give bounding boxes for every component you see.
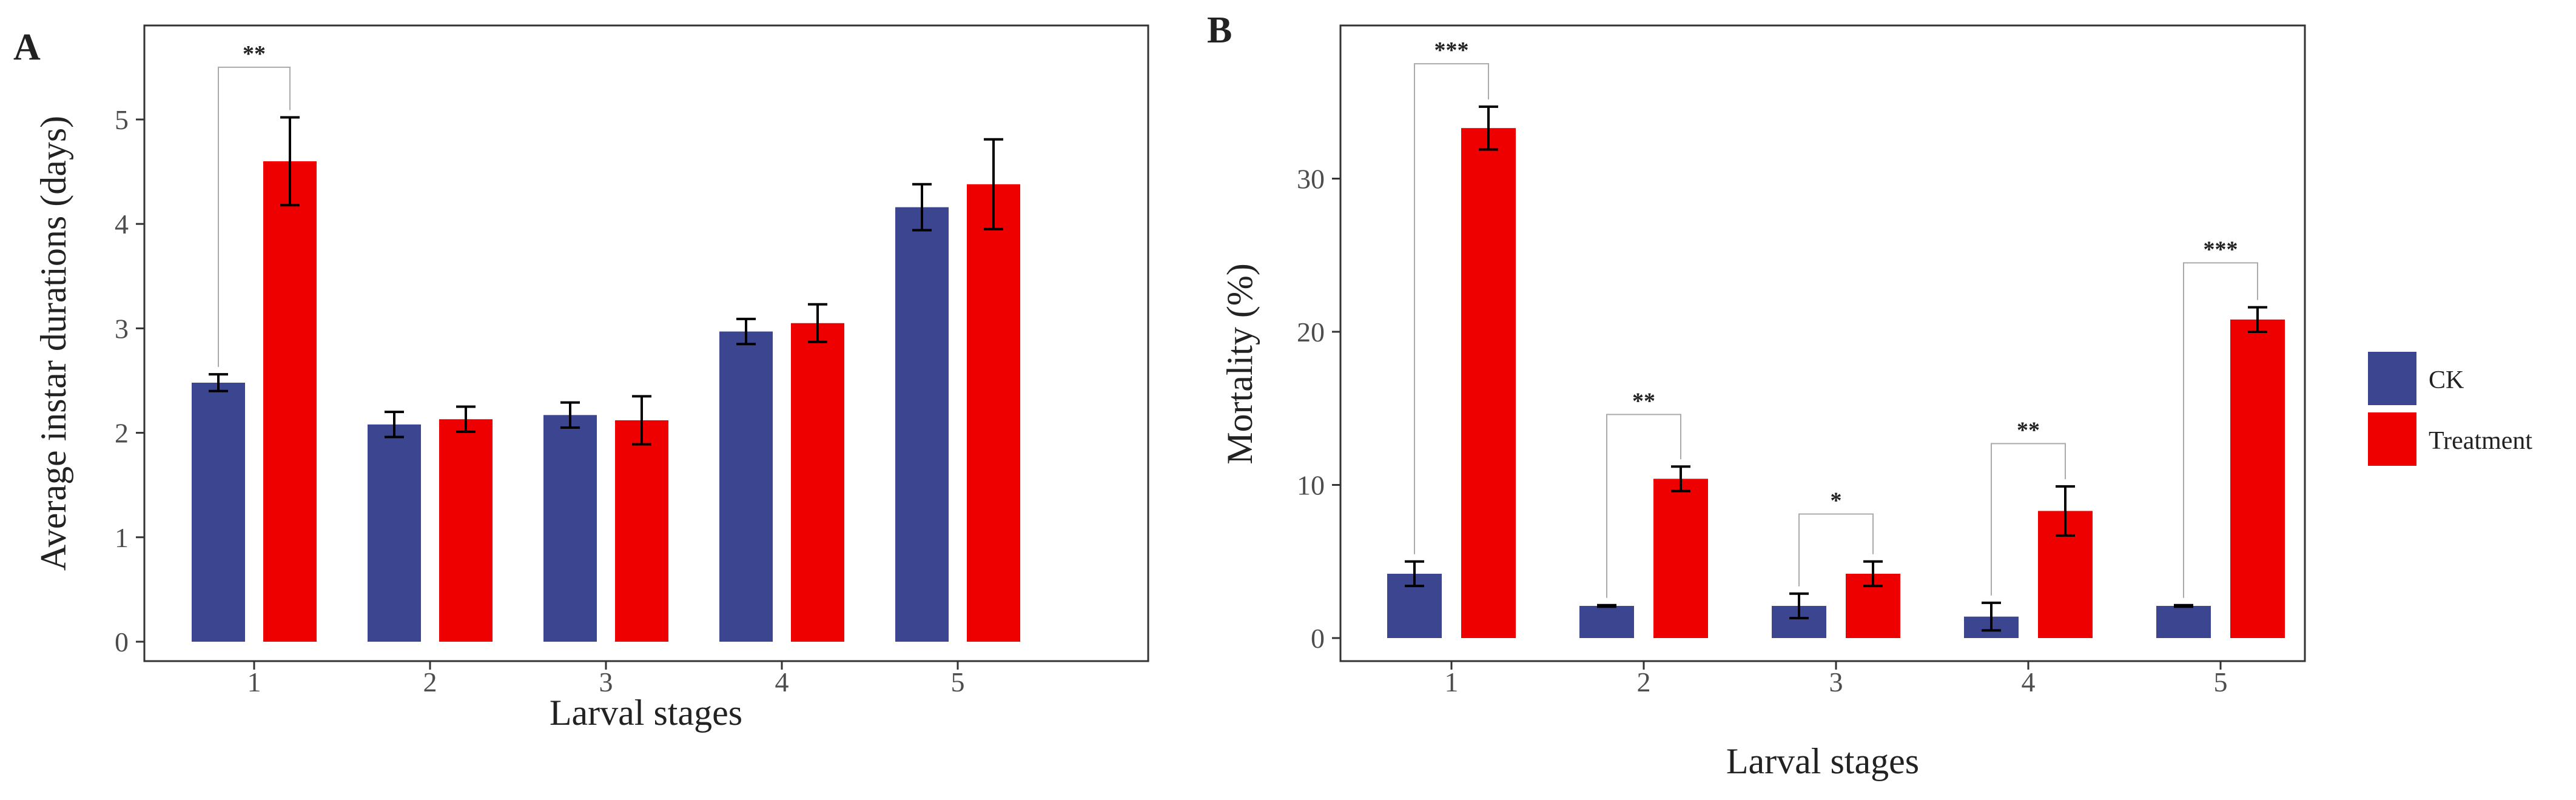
panel-b-error-bars (1405, 105, 2267, 632)
significance-bracket (1991, 443, 2066, 596)
panel-b-label: B (1207, 10, 1232, 51)
bar-treatment (1461, 128, 1516, 639)
bar-treatment (967, 184, 1020, 642)
panel-b-frame (1339, 24, 2306, 662)
x-tick-label: 5 (951, 667, 965, 697)
significance-bracket (2183, 262, 2258, 598)
x-tick-label: 1 (1445, 667, 1459, 697)
significance-label: ** (1632, 388, 1655, 414)
legend-swatch-ck (2368, 352, 2416, 405)
significance-bracket (218, 66, 291, 368)
panel-b-significance: *********** (1414, 38, 2258, 598)
panel-a-bars (192, 161, 1020, 642)
panel-a: A 0 1 2 3 4 5 1 2 3 4 5 ** Larval stages Average … (13, 24, 1149, 733)
panel-a-label: A (13, 27, 41, 68)
panel-a-x-title: Larval stages (550, 693, 742, 733)
panel-b-x-axis: 1 2 3 4 5 (1445, 661, 2228, 697)
legend-swatch-treatment (2368, 412, 2416, 466)
y-tick-label: 2 (115, 418, 129, 449)
bar-ck (1579, 605, 1634, 638)
panel-b-bars (1387, 128, 2285, 639)
bar-ck (895, 207, 949, 642)
bar-ck (719, 331, 773, 642)
bar-ck (192, 382, 245, 642)
legend-label-treatment: Treatment (2429, 427, 2532, 455)
significance-label: *** (2204, 237, 2238, 262)
y-tick-label: 4 (115, 209, 129, 240)
x-tick-label: 2 (423, 667, 437, 697)
significance-label: * (1831, 488, 1842, 513)
bar-ck (543, 415, 597, 642)
panel-b-y-axis: 0 10 20 30 (1297, 164, 1340, 654)
x-tick-label: 1 (247, 667, 261, 697)
bar-ck (368, 424, 421, 642)
y-tick-label: 5 (115, 104, 129, 135)
panel-b-x-title: Larval stages (1726, 741, 1919, 781)
bar-treatment (439, 419, 493, 642)
x-tick-label: 5 (2214, 667, 2228, 697)
significance-label: *** (1434, 38, 1469, 63)
panel-a-x-axis: 1 2 3 4 5 (247, 661, 965, 697)
y-tick-label: 0 (115, 627, 129, 657)
x-tick-label: 4 (2022, 667, 2036, 697)
y-tick-label: 0 (1311, 623, 1325, 654)
bar-treatment (263, 161, 317, 642)
significance-label: ** (243, 41, 266, 67)
panel-a-y-title: Average instar durations (days) (33, 116, 73, 571)
panel-a-error-bars (209, 116, 1003, 446)
x-tick-label: 2 (1637, 667, 1651, 697)
bar-treatment (1653, 479, 1708, 638)
legend: CK Treatment (2368, 352, 2532, 466)
bar-ck (2156, 605, 2211, 638)
significance-bracket (1798, 513, 1874, 587)
y-tick-label: 3 (115, 313, 129, 344)
significance-bracket (1606, 414, 1681, 598)
x-tick-label: 3 (599, 667, 613, 697)
panel-b-y-title: Mortality (%) (1220, 263, 1260, 465)
y-tick-label: 1 (115, 522, 129, 553)
x-tick-label: 4 (775, 667, 789, 697)
bar-treatment (791, 323, 844, 642)
bar-treatment (615, 420, 668, 642)
significance-label: ** (2017, 417, 2040, 443)
y-tick-label: 10 (1297, 470, 1325, 501)
bar-treatment (2230, 319, 2285, 638)
legend-label-ck: CK (2429, 366, 2464, 394)
y-tick-label: 20 (1297, 317, 1325, 348)
x-tick-label: 3 (1829, 667, 1843, 697)
panel-a-significance: ** (218, 41, 291, 368)
significance-bracket (1414, 63, 1489, 554)
panel-a-y-axis: 0 1 2 3 4 5 (115, 104, 144, 657)
panel-a-frame (143, 24, 1149, 662)
y-tick-label: 30 (1297, 164, 1325, 195)
